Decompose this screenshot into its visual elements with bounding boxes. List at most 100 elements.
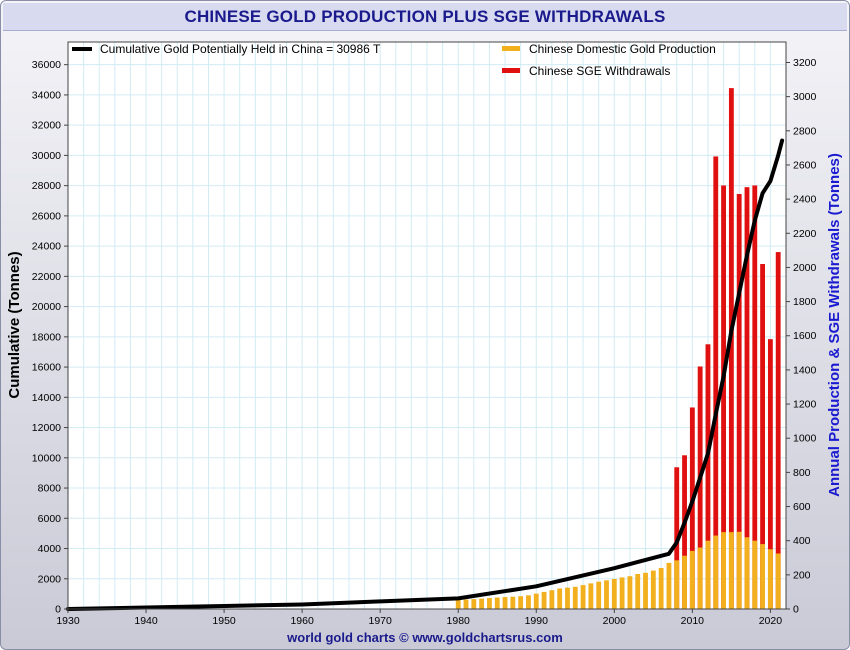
bar-production-1992 [549,590,555,609]
bar-production-1984 [487,598,492,609]
tick-label-right: 2600 [793,159,817,171]
tick-label-left: 18000 [32,331,61,343]
tick-label-x: 1990 [525,615,549,627]
bar-production-1983 [479,598,485,609]
tick-label-right: 0 [793,604,799,616]
bar-withdrawals-2009 [682,455,687,609]
bar-production-1995 [572,586,578,609]
bar-production-2011 [697,547,703,609]
bar-withdrawals-2015 [728,88,734,609]
bar-production-1994 [565,587,570,609]
tick-label-x: 1950 [212,615,236,627]
tick-label-right: 3000 [793,91,817,103]
legend-swatch-withdrawals [502,68,520,73]
bar-production-1987 [510,596,516,609]
y-axis-title-right: Annual Production & SGE Withdrawals (Ton… [826,153,843,497]
bar-production-1981 [463,599,469,609]
bar-production-2017 [744,537,750,609]
bar-withdrawals-2012 [705,344,711,609]
tick-label-x: 1940 [134,615,158,627]
tick-label-right: 1000 [793,433,817,445]
bar-withdrawals-2014 [721,185,726,609]
bar-production-1996 [580,585,586,609]
bar-production-1998 [596,581,602,609]
tick-label-right: 400 [793,535,811,547]
bar-production-2008 [674,560,680,609]
tick-label-right: 1600 [793,330,817,342]
tick-label-x: 1970 [368,615,392,627]
bar-withdrawals-2019 [760,264,766,609]
bar-production-1993 [557,588,563,609]
cumulative-line-layer [66,138,785,611]
y-axis-title-left: Cumulative (Tonnes) [6,251,23,398]
tick-label-right: 1800 [793,296,817,308]
bar-production-1988 [518,596,524,609]
tick-label-left: 10000 [32,452,61,464]
bar-production-2020 [767,549,773,609]
tick-label-left: 2000 [38,573,62,585]
title-bar: CHINESE GOLD PRODUCTION PLUS SGE WITHDRA… [3,3,847,31]
bar-production-1980 [455,600,461,609]
bar-production-2005 [650,570,656,609]
tick-label-left: 36000 [32,59,61,71]
x-axis: 1930 1940 1950 1960 1970 1980 1990 2000 2010 2020 [56,609,782,627]
bar-production-2012 [705,540,711,609]
tick-label-x: 2010 [681,615,705,627]
bar-production-2000 [611,578,617,609]
legend-swatch-production [502,46,520,51]
bar-production-2010 [689,550,695,609]
tick-label-left: 16000 [32,362,61,374]
bar-withdrawals-2018 [752,185,758,609]
tick-label-right: 1400 [793,364,817,376]
cumulative-line [66,138,785,611]
tick-label-left: 12000 [32,422,61,434]
bars [455,88,781,610]
legend-label-withdrawals: Chinese SGE Withdrawals [529,64,670,78]
bar-production-2019 [760,544,766,609]
tick-label-left: 8000 [38,483,62,495]
bar-production-1986 [502,597,508,609]
bar-withdrawals-2020 [767,339,773,609]
chart-title: CHINESE GOLD PRODUCTION PLUS SGE WITHDRA… [184,7,666,26]
bar-production-2018 [752,540,758,609]
tick-label-left: 26000 [32,210,61,222]
tick-label-right: 2200 [793,228,817,240]
tick-label-x: 2000 [603,615,627,627]
plot-border [67,41,787,610]
bar-production-2004 [643,572,648,609]
bar-production-1997 [588,583,594,609]
tick-label-right: 2000 [793,262,817,274]
tick-label-right: 2800 [793,125,817,137]
bar-withdrawals-2021 [775,252,781,610]
bar-production-2021 [775,553,781,609]
tick-label-x: 1960 [290,615,314,627]
tick-label-right: 600 [793,501,811,513]
bar-production-2014 [721,532,726,609]
tick-label-left: 6000 [38,513,62,525]
right-axis: 0 200 400 600 800 1000 1200 1400 1600 1800 2000 220… [786,57,817,616]
bar-production-2006 [658,568,664,609]
tick-label-x: 2020 [759,615,783,627]
bar-withdrawals-2010 [689,407,695,609]
tick-label-right: 3200 [793,57,817,69]
tick-label-left: 32000 [32,120,61,132]
tick-label-left: 30000 [32,150,61,162]
tick-label-left: 0 [55,604,61,616]
bar-production-1991 [541,591,547,609]
bar-production-1999 [604,580,609,609]
tick-label-left: 28000 [32,180,61,192]
bar-production-2009 [682,555,687,609]
bar-production-1982 [471,599,477,609]
tick-label-left: 34000 [32,89,61,101]
bar-withdrawals-2013 [713,156,719,610]
bar-production-1990 [533,593,539,609]
tick-label-right: 800 [793,467,811,479]
bar-withdrawals-2017 [744,187,750,610]
bar-production-2013 [713,535,719,609]
tick-label-right: 2400 [793,194,817,206]
bar-production-1985 [494,597,500,609]
tick-label-left: 14000 [32,392,61,404]
bar-production-2007 [666,562,672,609]
tick-label-left: 4000 [38,543,62,555]
legend-label-production: Chinese Domestic Gold Production [529,42,716,56]
